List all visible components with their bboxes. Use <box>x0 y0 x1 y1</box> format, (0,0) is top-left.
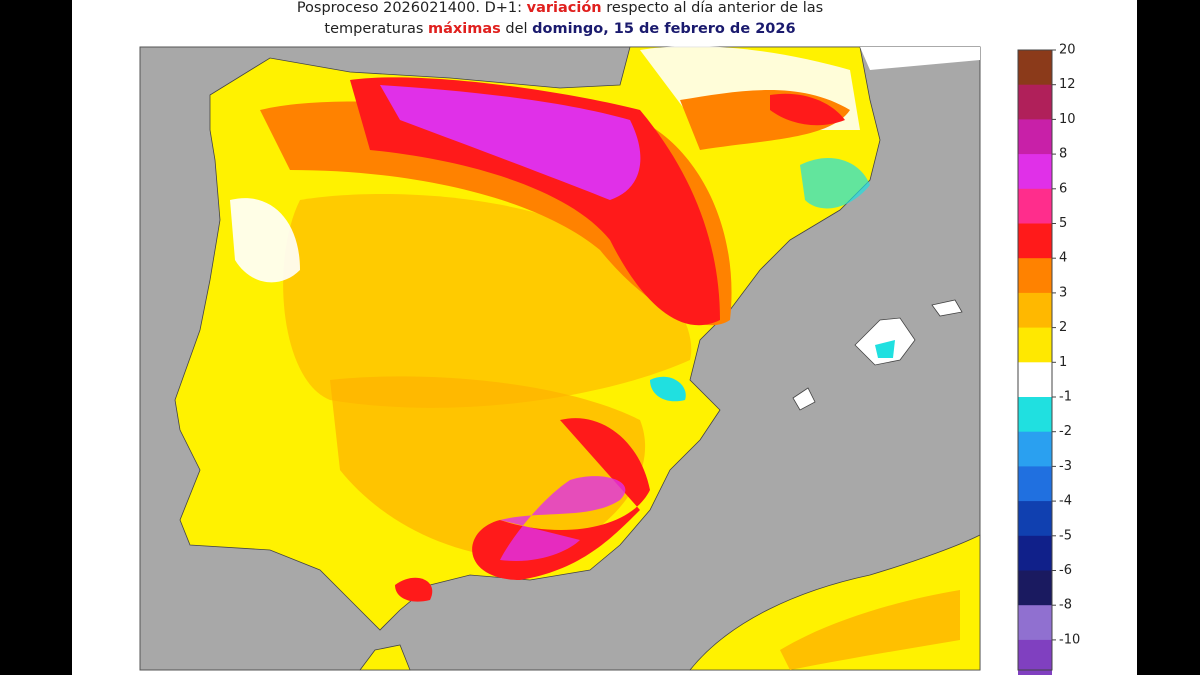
colorbar: 20 12 10 8 6 5 4 3 2 1 -1 -2 -3 -4 -5 -6 -8 -10 <box>1017 43 1080 675</box>
title-text: Posproceso 2026021400. D+1: <box>296 0 527 16</box>
white-patch <box>230 198 300 283</box>
colorbar-label: -2 <box>1059 424 1072 439</box>
warm-area <box>780 590 960 670</box>
colorbar-label: -6 <box>1059 563 1072 578</box>
cyan-area <box>800 157 870 209</box>
warm-area <box>283 194 692 408</box>
colorbar-label: -8 <box>1059 598 1072 613</box>
colorbar-label: 4 <box>1059 251 1067 266</box>
colorbar-label: 8 <box>1059 147 1067 162</box>
menorca <box>931 299 963 317</box>
colorbar-band <box>1018 570 1052 606</box>
colorbar-band <box>1018 119 1052 155</box>
colorbar-band <box>1018 501 1052 537</box>
colorbar-band <box>1018 292 1052 329</box>
colorbar-band <box>1018 188 1052 224</box>
magenta-area <box>380 85 641 200</box>
colorbar-label: 12 <box>1059 77 1076 92</box>
ibiza <box>792 387 816 411</box>
colorbar-band <box>1018 535 1052 571</box>
colorbar-label: 6 <box>1059 181 1067 196</box>
cyan-area <box>650 376 686 402</box>
colorbar-label: -4 <box>1059 494 1072 509</box>
colorbar-band <box>1018 84 1052 120</box>
title-text: respecto al día anterior de las <box>601 0 824 16</box>
colorbar-band <box>1018 362 1052 398</box>
colorbar-label: 2 <box>1059 320 1067 335</box>
title-text: del <box>500 21 533 37</box>
colorbar-frame <box>1017 49 1053 671</box>
colorbar-label: -1 <box>1059 390 1072 405</box>
colorbar-band <box>1018 258 1052 294</box>
colorbar-band <box>1018 223 1052 259</box>
magenta-area <box>500 476 626 561</box>
letterbox <box>1137 0 1200 675</box>
colorbar-band <box>1018 50 1052 86</box>
title-text: domingo, 15 de febrero de 2026 <box>532 21 796 37</box>
red-area <box>770 93 845 126</box>
land-france <box>860 47 980 70</box>
colorbar-band <box>1018 605 1052 641</box>
colorbar-band <box>1018 154 1052 190</box>
colorbar-band <box>1018 397 1052 433</box>
title-text: variación <box>526 0 602 16</box>
title-text: temperaturas <box>324 21 429 37</box>
colorbar-band <box>1018 327 1052 363</box>
cyan-area <box>875 340 895 358</box>
colorbar-label: 10 <box>1059 112 1076 127</box>
colorbar-band <box>1018 431 1052 467</box>
title-text: máximas <box>428 21 501 37</box>
colorbar-label: 5 <box>1059 216 1067 231</box>
colorbar-label: 20 <box>1059 43 1076 58</box>
colorbar-label: 1 <box>1059 355 1067 370</box>
mallorca <box>854 317 916 366</box>
title-line: Posproceso 2026021400. D+1: variación re… <box>140 0 980 16</box>
title-line: temperaturas máximas del domingo, 15 de … <box>140 21 980 37</box>
red-area <box>395 577 433 602</box>
colorbar-label: 3 <box>1059 285 1067 300</box>
colorbar-label: -3 <box>1059 459 1072 474</box>
colorbar-label: -10 <box>1059 632 1080 647</box>
colorbar-band <box>1018 639 1052 675</box>
africa <box>359 644 411 671</box>
colorbar-label: -5 <box>1059 528 1072 543</box>
letterbox <box>0 0 72 675</box>
colorbar-band <box>1018 466 1052 502</box>
